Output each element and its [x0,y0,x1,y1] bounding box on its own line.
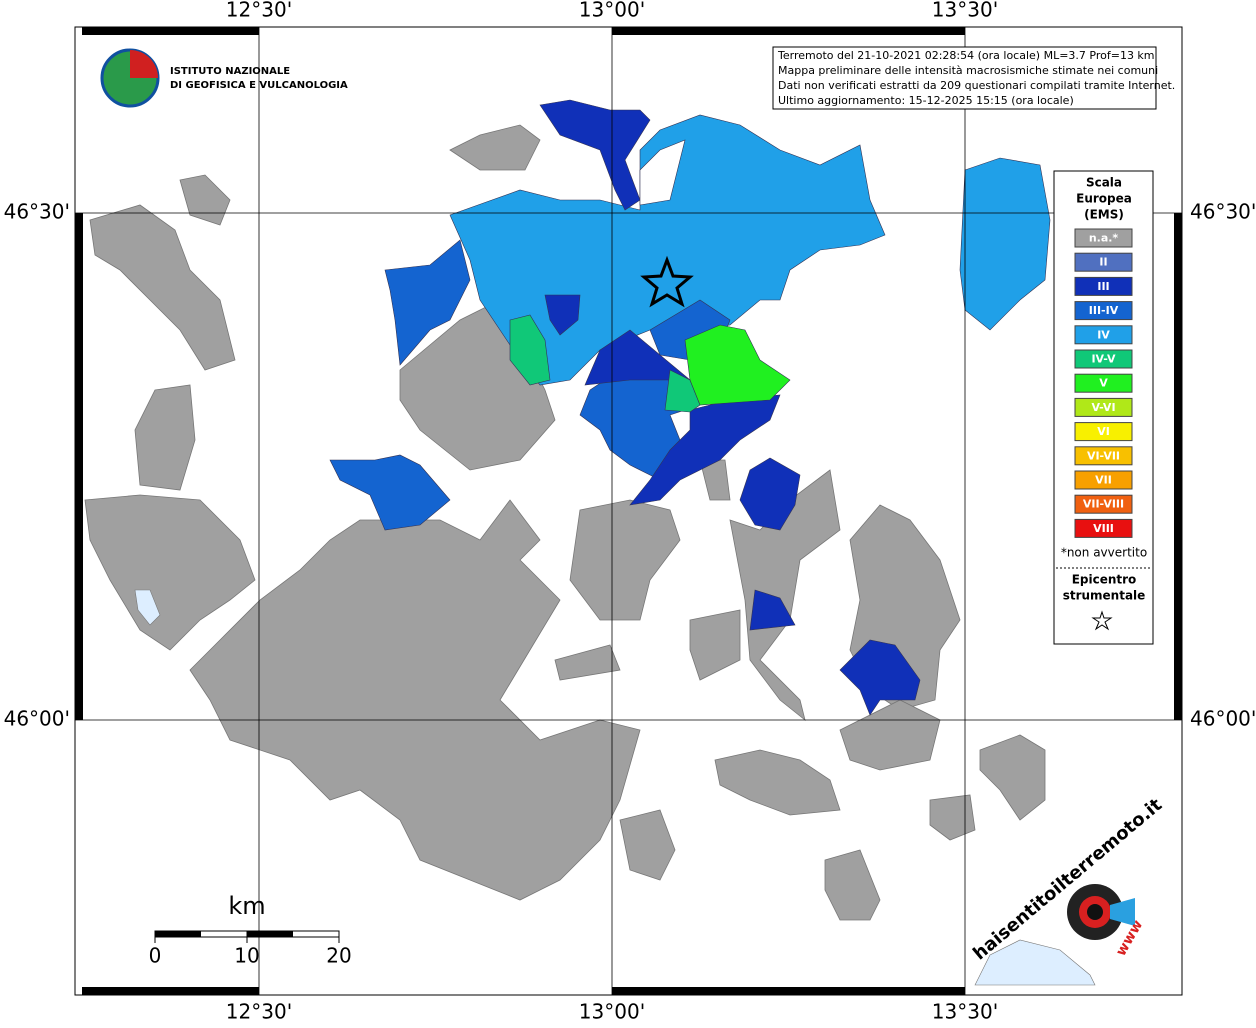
legend-swatch [1074,325,1133,345]
legend-swatch [1074,446,1133,466]
legend-label: IV [1097,328,1110,341]
epicenter-star [640,255,694,308]
graticule [75,27,1182,995]
legend-label: II [1099,256,1107,269]
scale-unit: km [228,892,265,920]
legend-swatch [1074,494,1133,514]
legend-swatch [1074,397,1133,417]
legend-epicenter: strumentale [1063,589,1146,603]
legend-title: Europea [1076,192,1132,206]
institute-name: ISTITUTO NAZIONALE [170,66,290,77]
institute-name: DI GEOFISICA E VULCANOLOGIA [170,80,348,91]
legend-swatch [1074,228,1133,248]
info-box [772,46,1157,110]
legend-note: *non avvertito [1061,546,1147,560]
legend-label: V-VI [1091,401,1115,414]
lon-label: 13°30' [932,0,998,22]
legend-label: VIII [1093,522,1114,535]
legend-label: III [1097,280,1109,293]
info-line: Mappa preliminare delle intensità macros… [778,64,1158,77]
scale-tick-label: 20 [326,944,351,968]
lon-label: 13°00' [579,0,645,22]
legend-label: VI [1097,425,1110,438]
legend-epicenter: Epicentro [1072,573,1137,587]
legend-label: VII-VIII [1083,498,1124,511]
lat-label: 46°30' [4,200,70,224]
lon-label: 12°30' [226,0,292,22]
info-line: Ultimo aggiornamento: 15-12-2025 15:15 (… [778,94,1074,107]
info-line: Terremoto del 21-10-2021 02:28:54 (ora l… [777,49,1155,62]
lon-label: 13°00' [579,1000,645,1024]
info-line: Dati non verificati estratti da 209 ques… [778,79,1175,92]
legend-label: III-IV [1089,304,1119,317]
hst-logo-speaker [1110,898,1135,926]
frame-bars [75,27,1182,995]
lat-label: 46°30' [1190,200,1256,224]
scale-segment [247,931,293,937]
legend-label: VII [1095,474,1112,487]
hst-logo-center [1087,904,1103,920]
legend-swatch [1074,422,1133,442]
legend-swatch [1074,252,1133,272]
legend-swatch [1074,470,1133,490]
legend-swatch [1074,373,1133,393]
legend-label: IV-V [1091,353,1116,366]
lat-label: 46°00' [1190,707,1256,731]
legend-label: V [1099,377,1108,390]
scale-tick-label: 10 [234,944,259,968]
legend-swatch [1074,301,1133,321]
ingv-logo-part [130,50,158,78]
lon-label: 13°30' [932,1000,998,1024]
legend-label: VI-VII [1087,449,1120,462]
lon-label: 12°30' [226,1000,292,1024]
legend-title: Scala [1086,176,1122,190]
legend-title: (EMS) [1084,208,1124,222]
scale-segment [155,931,201,937]
legend-swatch [1074,276,1133,296]
legend-star [1091,610,1113,631]
scale-tick-label: 0 [149,944,162,968]
municipalities-na [84,124,1046,921]
lat-label: 46°00' [4,707,70,731]
municipalities-colored [134,99,1096,986]
legend-swatch [1074,518,1133,538]
legend-label: n.a.* [1089,232,1119,245]
legend-swatch [1074,349,1133,369]
